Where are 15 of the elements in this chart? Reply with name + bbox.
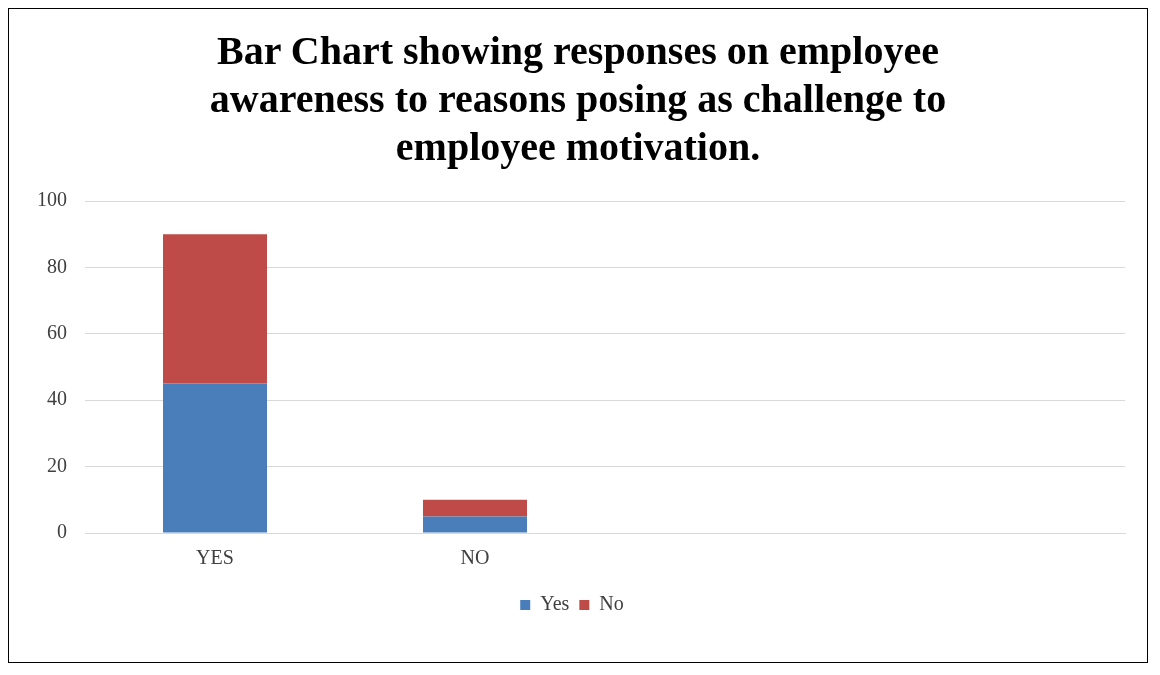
legend-label: No xyxy=(599,592,624,615)
x-tick-label: NO xyxy=(460,546,490,569)
y-tick-label: 20 xyxy=(47,453,67,476)
bar xyxy=(423,516,527,533)
y-tick-label: 80 xyxy=(47,254,67,277)
y-tick-label: 40 xyxy=(47,387,67,410)
y-tick-label: 60 xyxy=(47,321,67,344)
legend-label: Yes xyxy=(540,592,570,615)
y-tick-label: 0 xyxy=(57,520,67,543)
bar xyxy=(423,499,527,517)
bar xyxy=(163,234,267,384)
x-tick-label: YES xyxy=(196,546,234,569)
chart-title: Bar Chart showing responses on employee awareness to reasons posing as challenge to employee motivation. xyxy=(208,27,948,171)
y-tick-label: 100 xyxy=(37,188,67,211)
bar xyxy=(163,383,267,533)
